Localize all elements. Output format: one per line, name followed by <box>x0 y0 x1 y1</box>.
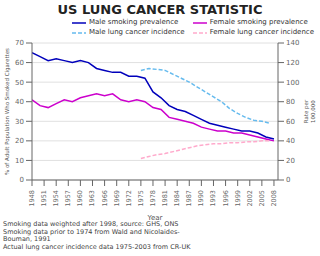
html-text:Actual lung cancer incidence d: Actual lung cancer incidence data 1975-2… <box>3 242 191 251</box>
svg-text:140: 140 <box>286 39 299 47</box>
svg-text:60: 60 <box>286 118 295 126</box>
svg-text:2002: 2002 <box>246 190 254 207</box>
svg-text:1981: 1981 <box>161 190 169 207</box>
svg-text:70: 70 <box>15 39 24 47</box>
svg-text:1999: 1999 <box>234 190 242 207</box>
html-text:Smoking data prior to 1974 fro: Smoking data prior to 1974 from Wald and… <box>3 227 180 236</box>
svg-text:1990: 1990 <box>197 190 205 207</box>
svg-text:80: 80 <box>286 98 295 106</box>
html-text:Female lung cancer incidence: Female lung cancer incidence <box>209 28 314 36</box>
svg-text:1948: 1948 <box>28 190 36 207</box>
svg-text:40: 40 <box>286 137 295 145</box>
svg-text:1972: 1972 <box>125 190 133 207</box>
svg-text:1954: 1954 <box>52 190 60 207</box>
svg-text:1966: 1966 <box>101 190 109 207</box>
html-text:Bouman, 1991: Bouman, 1991 <box>3 235 51 243</box>
svg-text:20: 20 <box>15 137 24 145</box>
svg-text:1969: 1969 <box>113 190 121 207</box>
svg-text:2008: 2008 <box>270 190 278 207</box>
svg-text:20: 20 <box>286 157 295 165</box>
svg-text:1987: 1987 <box>185 190 193 207</box>
svg-text:40: 40 <box>15 98 24 106</box>
svg-text:1951: 1951 <box>40 190 48 207</box>
svg-text:0: 0 <box>20 176 24 184</box>
svg-text:2005: 2005 <box>258 190 266 207</box>
svg-text:1957: 1957 <box>64 190 72 207</box>
svg-text:1996: 1996 <box>222 190 230 207</box>
svg-text:1975: 1975 <box>137 190 145 207</box>
svg-text:1984: 1984 <box>173 190 181 207</box>
svg-text:10: 10 <box>15 157 24 165</box>
html-text:US LUNG CANCER STATISTIC: US LUNG CANCER STATISTIC <box>57 2 263 17</box>
html-text:Smoking data weighted after 19: Smoking data weighted after 1998, source… <box>3 220 179 228</box>
html-text:Female smoking prevalence: Female smoking prevalence <box>209 18 308 26</box>
html-text:Male smoking prevalence: Male smoking prevalence <box>89 18 179 26</box>
svg-text:Rate per100,000: Rate per100,000 <box>303 99 312 123</box>
svg-text:Year: Year <box>147 214 163 220</box>
svg-text:1993: 1993 <box>209 190 217 207</box>
svg-text:1960: 1960 <box>76 190 84 207</box>
svg-text:0: 0 <box>286 176 290 184</box>
svg-text:1963: 1963 <box>88 190 96 207</box>
svg-text:% of Adult Population Who Smok: % of Adult Population Who Smoked Cigaret… <box>8 48 11 175</box>
html-text:Male lung cancer incidence: Male lung cancer incidence <box>89 28 185 36</box>
svg-text:120: 120 <box>286 59 299 67</box>
svg-text:60: 60 <box>15 59 24 67</box>
svg-text:100: 100 <box>286 79 299 87</box>
svg-text:30: 30 <box>15 118 24 126</box>
svg-text:50: 50 <box>15 79 24 87</box>
svg-text:1978: 1978 <box>149 190 157 207</box>
